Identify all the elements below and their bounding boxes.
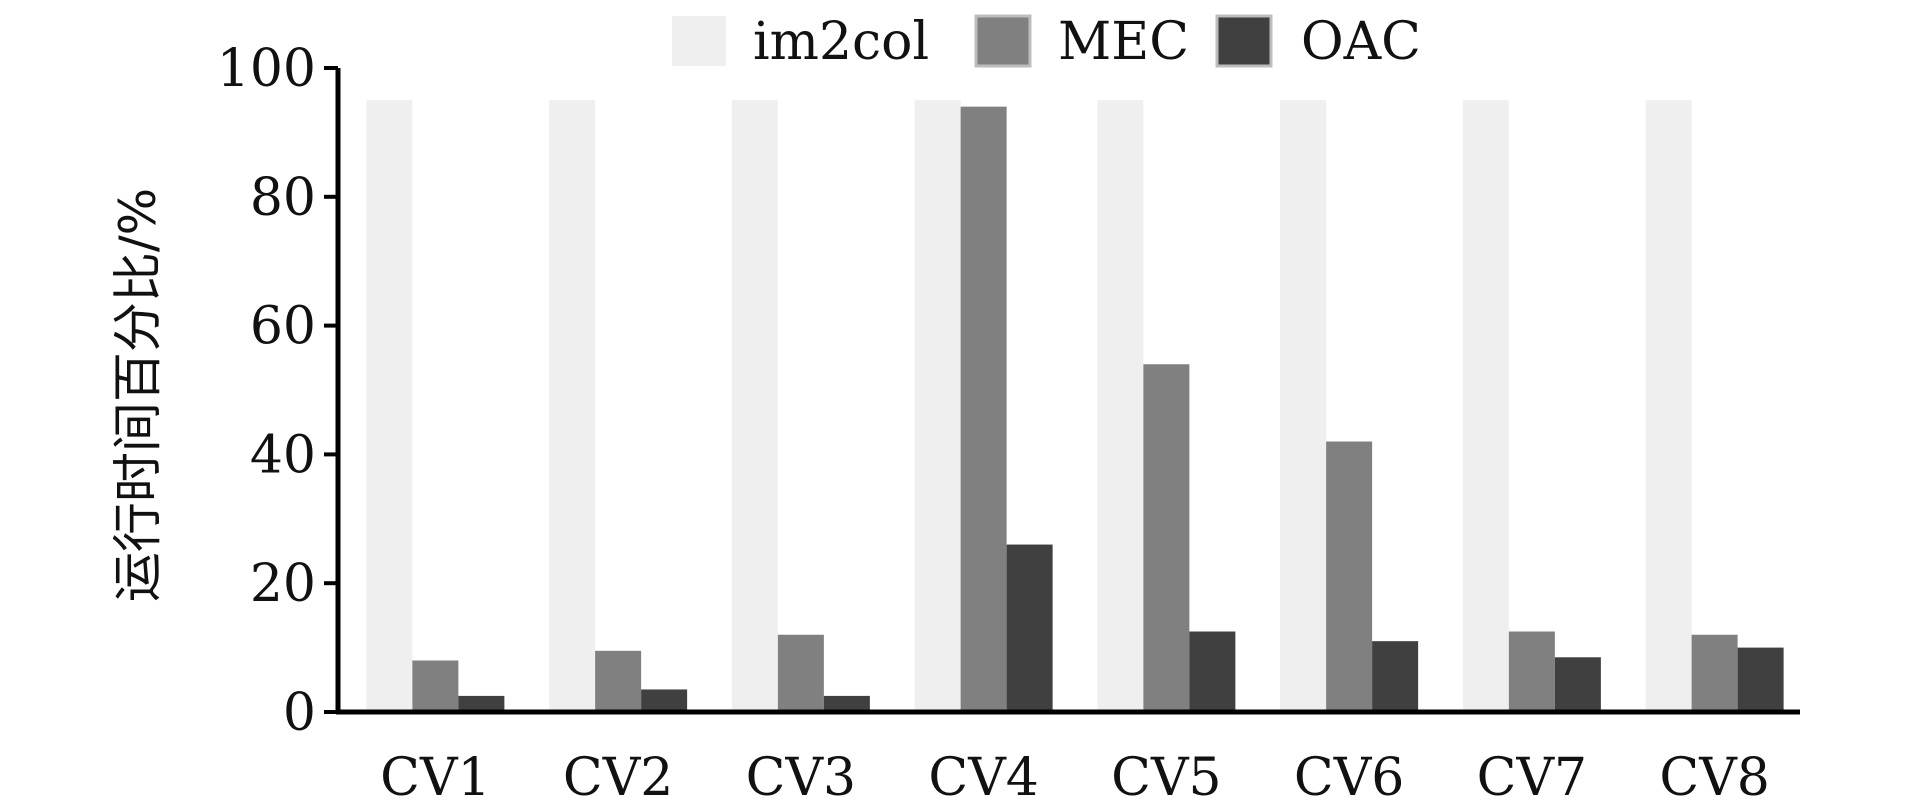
bar-mec-cv7 — [1508, 631, 1555, 712]
legend-swatch-oac — [1215, 14, 1273, 68]
bar-mec-cv8 — [1691, 634, 1738, 712]
y-tick-label: 40 — [250, 425, 316, 485]
y-tick-label: 80 — [250, 168, 316, 228]
bar-oac-cv1 — [458, 695, 505, 712]
bars — [366, 100, 1784, 712]
x-tick-label: CV2 — [563, 748, 673, 803]
bar-im2col-cv5 — [1097, 100, 1144, 712]
x-tick-label: CV5 — [1111, 748, 1221, 803]
bar-im2col-cv1 — [366, 100, 413, 712]
legend: im2col MEC OAC — [672, 12, 1421, 72]
bar-mec-cv4 — [960, 106, 1007, 712]
bar-im2col-cv6 — [1280, 100, 1327, 712]
x-tick-label: CV8 — [1659, 748, 1769, 803]
bar-im2col-cv7 — [1462, 100, 1509, 712]
bar-mec-cv6 — [1326, 441, 1373, 712]
bar-mec-cv5 — [1143, 364, 1190, 712]
bar-im2col-cv8 — [1645, 100, 1692, 712]
bar-oac-cv4 — [1006, 544, 1053, 712]
bar-oac-cv7 — [1554, 657, 1601, 712]
bar-oac-cv6 — [1372, 641, 1419, 712]
x-tick-label: CV7 — [1477, 748, 1587, 803]
legend-swatch-mec — [974, 14, 1032, 68]
bar-oac-cv5 — [1189, 631, 1236, 712]
x-tick-label: CV1 — [380, 748, 490, 803]
x-tick-label: CV6 — [1294, 748, 1404, 803]
bar-oac-cv8 — [1737, 647, 1784, 712]
bar-oac-cv3 — [823, 695, 870, 712]
bar-im2col-cv4 — [914, 100, 961, 712]
y-axis: 0 20 40 60 80 100 — [217, 39, 341, 743]
legend-label-im2col: im2col — [753, 12, 929, 72]
x-tick-label: CV4 — [928, 748, 1038, 803]
bar-im2col-cv2 — [549, 100, 596, 712]
legend-label-mec: MEC — [1058, 12, 1189, 72]
y-axis-title: 运行时间百分比/% — [109, 188, 167, 602]
x-tick-label: CV3 — [746, 748, 856, 803]
bar-mec-cv3 — [777, 634, 824, 712]
bar-mec-cv1 — [412, 660, 459, 712]
y-tick-label: 60 — [250, 297, 316, 357]
y-tick-label: 0 — [283, 683, 316, 743]
bar-im2col-cv3 — [731, 100, 778, 712]
y-tick-label: 20 — [250, 554, 316, 614]
y-tick-label: 100 — [217, 39, 316, 99]
bar-oac-cv2 — [641, 689, 688, 712]
legend-swatch-im2col — [672, 16, 726, 66]
x-axis: CV1 CV2 CV3 CV4 CV5 CV6 CV7 CV8 — [336, 709, 1800, 803]
bar-mec-cv2 — [595, 650, 642, 712]
legend-label-oac: OAC — [1301, 12, 1421, 72]
